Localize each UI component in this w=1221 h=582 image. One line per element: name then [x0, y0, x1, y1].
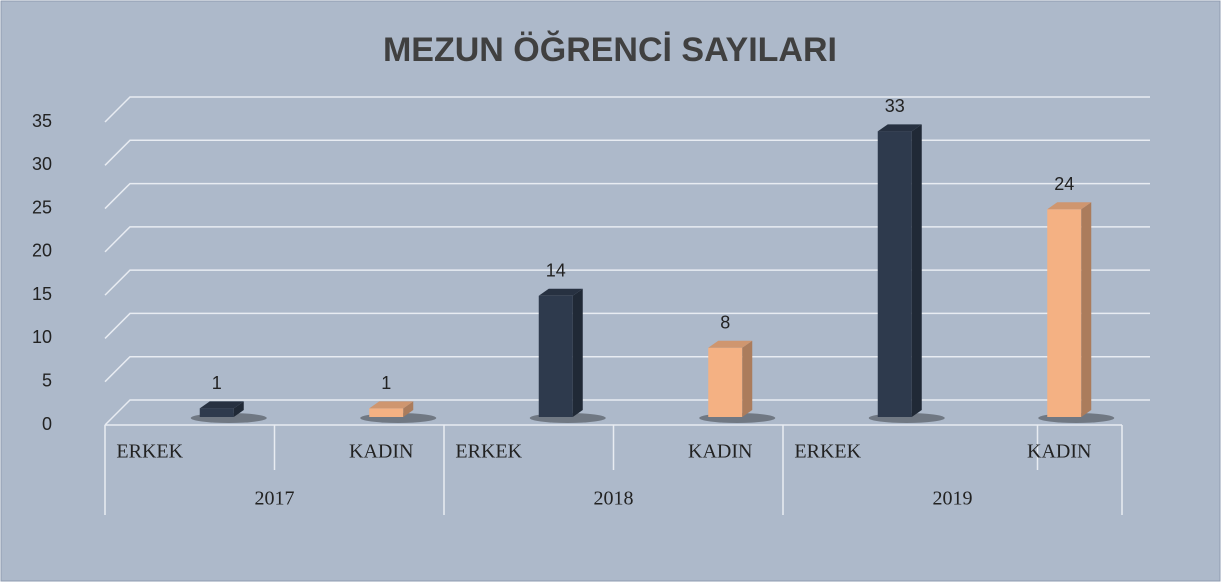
- y-tick-label: 15: [32, 284, 52, 304]
- y-tick-label: 30: [32, 154, 52, 174]
- group-label: 2017: [255, 488, 295, 510]
- group-label: 2019: [933, 488, 973, 510]
- x-tick-label: KADIN: [349, 441, 413, 463]
- x-tick-label: ERKEK: [794, 441, 861, 463]
- bar-top: [1047, 202, 1092, 210]
- y-tick-label: 35: [32, 111, 52, 131]
- grid-line: [104, 355, 1150, 383]
- data-label: 1: [381, 373, 391, 393]
- group-label: 2018: [594, 488, 634, 510]
- y-tick-label: 25: [32, 197, 52, 217]
- bar-side: [911, 124, 922, 418]
- bar-side: [572, 288, 583, 417]
- bar: [708, 347, 743, 417]
- bar-top: [538, 288, 583, 296]
- bar: [199, 408, 234, 417]
- bar: [369, 408, 404, 417]
- bar: [538, 295, 573, 417]
- bar-side: [233, 401, 244, 417]
- x-tick-label: KADIN: [688, 441, 752, 463]
- bar: [877, 131, 912, 418]
- y-tick-label: 20: [32, 241, 52, 261]
- bar-top: [199, 401, 244, 409]
- data-label: 1: [212, 373, 222, 393]
- grid-line: [104, 269, 1150, 296]
- grid-line: [104, 312, 1150, 339]
- grid-line: [104, 226, 1150, 253]
- bar-top: [708, 340, 753, 348]
- bar-top: [369, 401, 414, 409]
- x-tick-label: KADIN: [1027, 441, 1091, 463]
- bar-top: [877, 124, 922, 132]
- grid-line: [104, 139, 1150, 166]
- x-tick-label: ERKEK: [116, 441, 183, 463]
- data-label: 24: [1054, 174, 1074, 194]
- y-tick-label: 5: [42, 370, 52, 390]
- grid-line: [104, 96, 1150, 123]
- y-tick-label: 0: [42, 414, 52, 434]
- grid-line: [104, 399, 1150, 426]
- y-tick-label: 10: [32, 327, 52, 347]
- chart-title: MEZUN ÖĞRENCİ SAYILARI: [383, 31, 837, 69]
- bar-side: [742, 340, 753, 417]
- data-label: 14: [546, 261, 566, 281]
- data-label: 8: [720, 312, 730, 332]
- bar-side: [403, 401, 414, 417]
- bar-side: [1081, 202, 1092, 417]
- grid-line: [104, 182, 1150, 210]
- bar: [1047, 209, 1082, 417]
- x-tick-label: ERKEK: [455, 441, 522, 463]
- data-label: 33: [885, 96, 905, 116]
